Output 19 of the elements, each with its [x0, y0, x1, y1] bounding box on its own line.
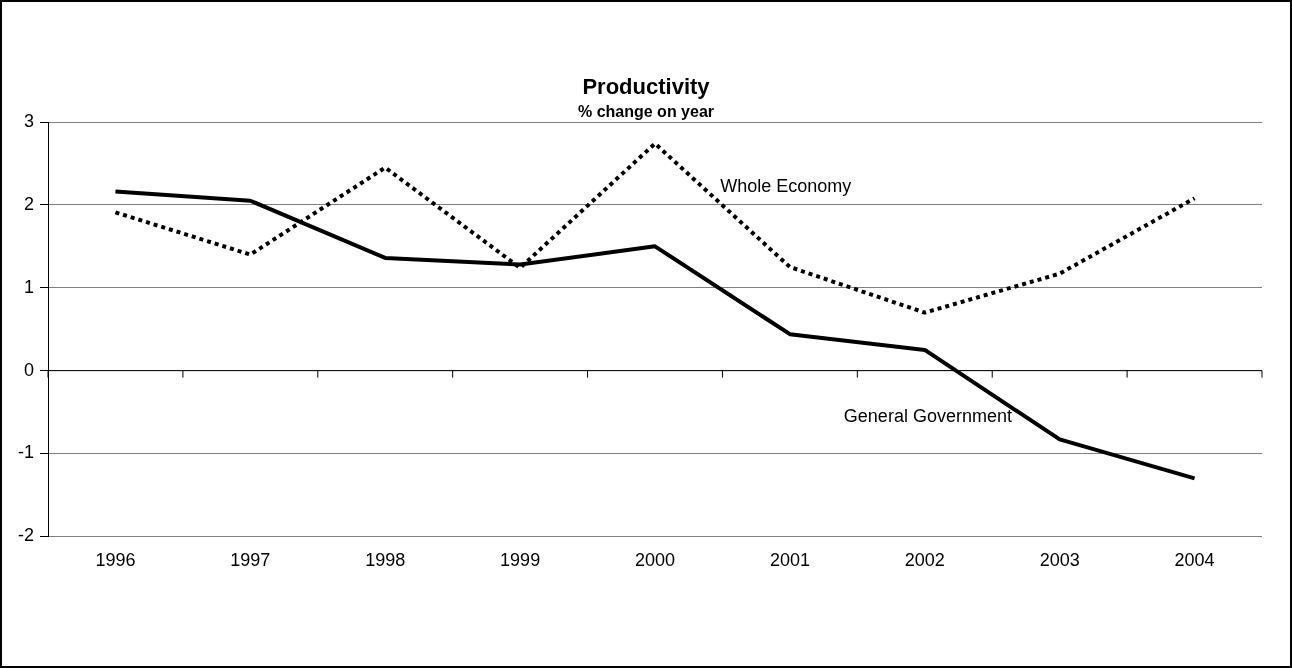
chart-subtitle: % change on year — [577, 103, 715, 120]
chart-title: Productivity — [581, 74, 711, 100]
x-tick-label: 2002 — [904, 550, 945, 571]
x-tick-label: 1998 — [365, 550, 406, 571]
x-tick-label: 2004 — [1174, 550, 1215, 571]
x-tick-label: 1997 — [230, 550, 271, 571]
y-tick-label: -1 — [17, 442, 34, 463]
x-tick-label: 2003 — [1039, 550, 1080, 571]
y-tick-label: 2 — [23, 193, 34, 214]
y-tick-label: -2 — [17, 525, 34, 546]
x-tick-label: 2001 — [769, 550, 810, 571]
x-tick-label: 1999 — [500, 550, 541, 571]
y-tick-label: 0 — [23, 359, 34, 380]
x-tick-label: 2000 — [634, 550, 676, 571]
x-tick-label: 1996 — [95, 550, 136, 571]
series-label: General Government — [843, 406, 1012, 427]
y-tick-label: 1 — [23, 276, 34, 297]
y-tick-label: 3 — [23, 110, 34, 131]
series-label: Whole Economy — [720, 175, 852, 196]
